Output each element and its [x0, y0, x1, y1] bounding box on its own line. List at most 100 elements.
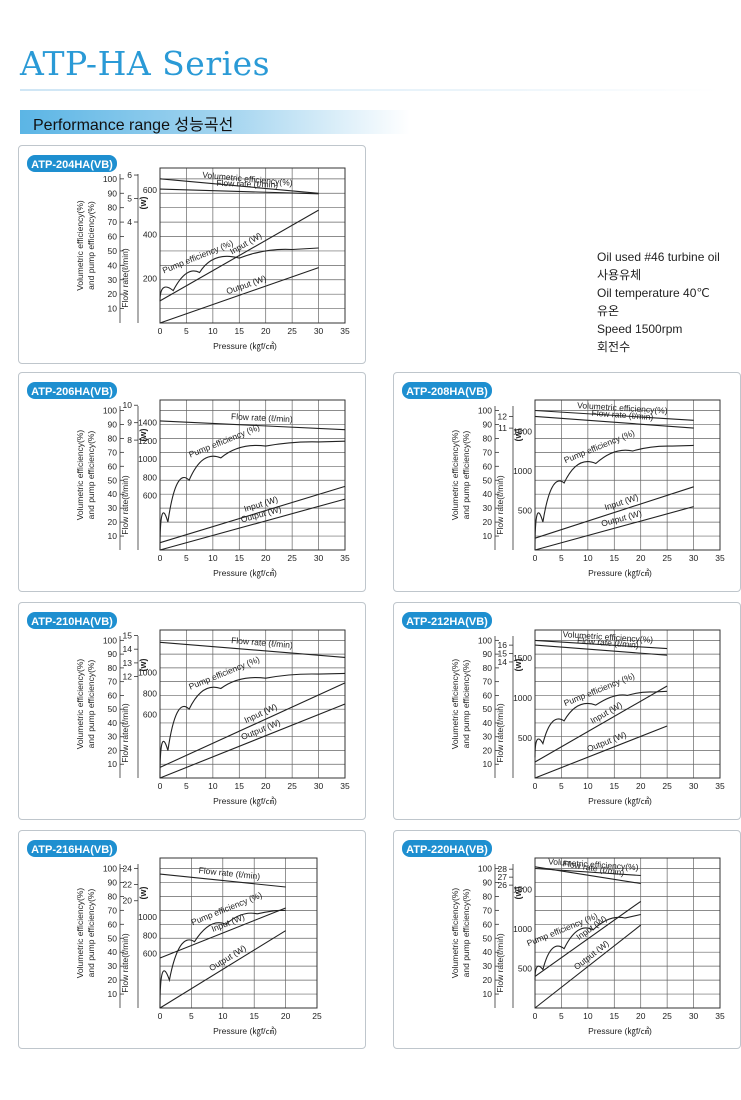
- series-line: [159, 485, 346, 544]
- x-tick-label: 30: [314, 553, 324, 563]
- series-line: [534, 486, 694, 539]
- x-tick-label: 5: [184, 781, 189, 791]
- y-tick-label-left: 20: [483, 975, 493, 985]
- y-tick-label-left: 70: [108, 677, 118, 687]
- y-axis-label-left-2: and pump efficiency(%): [461, 431, 471, 520]
- y-axis-label-left-2: and pump efficiency(%): [461, 889, 471, 978]
- x-tick-label: 25: [287, 326, 297, 336]
- y-tick-label-left: 100: [103, 406, 117, 416]
- y-axis-label-w: (w): [138, 429, 148, 442]
- y-tick-label-left: 60: [108, 919, 118, 929]
- chart-title: ATP-216HA(VB): [31, 844, 113, 856]
- series-label: Flow rate (ℓ/min): [577, 635, 640, 650]
- series-line: [159, 178, 319, 194]
- y-tick-label-flow: 9: [127, 418, 132, 428]
- y-tick-label-left: 90: [483, 419, 493, 429]
- x-tick-label: 25: [287, 781, 297, 791]
- y-tick-label-left: 60: [108, 461, 118, 471]
- x-tick-label: 5: [184, 553, 189, 563]
- chart-title-tag: [27, 155, 117, 172]
- y-tick-label-flow: 13: [123, 658, 133, 668]
- y-tick-label-w: 800: [143, 472, 157, 482]
- y-tick-label-left: 20: [108, 745, 118, 755]
- y-axis-label-left: Volumetric efficiency(%): [75, 888, 85, 979]
- y-tick-label-left: 10: [483, 531, 493, 541]
- chart-panel: ATP-208HA(VB) 0 5 10 15 20 25 30 35 Pressure (㎏f/…: [393, 372, 741, 592]
- x-tick-label: 20: [261, 326, 271, 336]
- chart-panel: ATP-220HA(VB) 0 5 10 15 20 25 30 35 Pressure (㎏f/…: [393, 830, 741, 1049]
- series-line: [534, 685, 668, 763]
- series-line: [159, 498, 346, 551]
- y-axis-label-left-2: and pump efficiency(%): [86, 660, 96, 749]
- x-tick-label: 0: [158, 326, 163, 336]
- x-tick-label: 25: [662, 1011, 672, 1021]
- y-tick-label-left: 80: [483, 663, 493, 673]
- series-line: [159, 930, 286, 1009]
- chart-title: ATP-204HA(VB): [31, 159, 113, 171]
- y-tick-label-left: 70: [108, 447, 118, 457]
- chart-panel: ATP-204HA(VB) 0 5 10 15 20 25 30 35 Pressure (㎏f/…: [18, 145, 366, 364]
- y-tick-label-left: 10: [483, 759, 493, 769]
- x-axis-label: Pressure (㎏f/㎠): [213, 568, 277, 579]
- y-axis-label-flow: Flow rate(ℓ/min): [120, 475, 130, 535]
- y-tick-label-w: 800: [143, 688, 157, 698]
- series-line: [534, 506, 694, 551]
- y-tick-label-flow: 22: [123, 880, 133, 890]
- chart-title: ATP-212HA(VB): [406, 616, 488, 628]
- series-label: Flow rate (ℓ/min): [591, 408, 654, 423]
- y-tick-label-left: 60: [483, 461, 493, 471]
- y-tick-label-left: 50: [108, 933, 118, 943]
- y-axis-label-left-2: and pump efficiency(%): [86, 201, 96, 290]
- condition-oil: Oil used #46 turbine oil: [597, 250, 720, 264]
- x-tick-label: 35: [340, 781, 350, 791]
- y-tick-label-flow: 11: [498, 423, 507, 433]
- y-tick-label-left: 50: [483, 475, 493, 485]
- series-line: [159, 267, 319, 324]
- x-tick-label: 5: [559, 781, 564, 791]
- x-tick-label: 35: [340, 326, 350, 336]
- y-tick-label-w: 1000: [513, 466, 532, 476]
- y-tick-label-left: 50: [108, 246, 118, 256]
- x-tick-label: 35: [340, 553, 350, 563]
- y-axis-label-flow: Flow rate(ℓ/min): [495, 475, 505, 535]
- y-tick-label-left: 10: [108, 531, 118, 541]
- y-tick-label-left: 50: [483, 933, 493, 943]
- y-tick-label-left: 60: [108, 690, 118, 700]
- x-tick-label: 20: [636, 1011, 646, 1021]
- y-axis-label-w: (w): [138, 659, 148, 672]
- x-tick-label: 35: [715, 781, 725, 791]
- y-tick-label-flow: 15: [123, 630, 133, 640]
- x-tick-label: 15: [235, 553, 245, 563]
- x-tick-label: 30: [689, 781, 699, 791]
- y-axis-label-flow: Flow rate(ℓ/min): [120, 703, 130, 763]
- y-tick-label-left: 30: [483, 732, 493, 742]
- x-tick-label: 25: [662, 553, 672, 563]
- series-line: [534, 409, 694, 421]
- y-axis-label-left-2: and pump efficiency(%): [86, 431, 96, 520]
- y-axis-label-left: Volumetric efficiency(%): [450, 430, 460, 521]
- x-tick-label: 25: [287, 553, 297, 563]
- series-line: [159, 909, 286, 1009]
- series-line: [534, 444, 694, 551]
- y-axis-label-w: (w): [513, 887, 523, 900]
- x-tick-label: 10: [218, 1011, 228, 1021]
- chart-title-tag: [402, 840, 492, 857]
- y-tick-label-w: 1500: [513, 653, 532, 663]
- y-tick-label-left: 40: [108, 489, 118, 499]
- y-tick-label-left: 100: [103, 635, 117, 645]
- y-tick-label-left: 70: [483, 677, 493, 687]
- x-tick-label: 10: [208, 326, 218, 336]
- x-axis-label: Pressure (㎏f/㎠): [588, 1026, 652, 1037]
- y-axis-label-left-2: and pump efficiency(%): [461, 660, 471, 749]
- series-line: [159, 440, 346, 551]
- y-tick-label-left: 90: [108, 419, 118, 429]
- plot-frame: [534, 399, 721, 551]
- chart-title: ATP-210HA(VB): [31, 616, 113, 628]
- y-axis-label-left: Volumetric efficiency(%): [450, 659, 460, 750]
- series-line: [159, 672, 346, 779]
